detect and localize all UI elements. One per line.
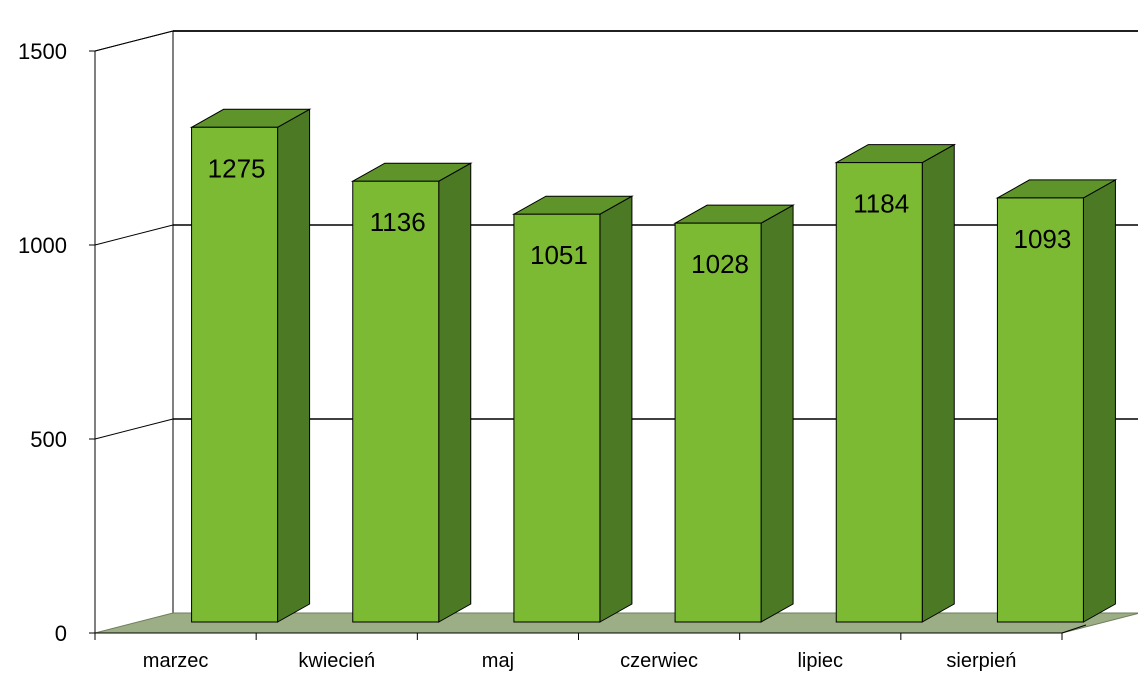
bar-front: [513, 213, 601, 623]
bar-side: [1082, 179, 1116, 623]
bar-front: [674, 222, 762, 623]
gridline-side: [94, 30, 174, 52]
x-tick-label: kwiecień: [298, 650, 375, 672]
y-tick-label: 500: [30, 427, 67, 452]
bar-maj: 1051: [512, 195, 634, 623]
bar-side: [438, 162, 472, 623]
bar-value-label: 1275: [208, 153, 266, 183]
y-tick-label: 1000: [18, 233, 67, 258]
bar-side: [760, 204, 794, 623]
bar-marzec: 1275: [189, 108, 312, 623]
x-tick-label: maj: [482, 650, 514, 672]
gridlines: [94, 30, 1138, 440]
bar-side: [921, 143, 955, 623]
bar-front: [835, 162, 923, 623]
bar-kwiecień: 1136: [350, 162, 473, 623]
bar-side: [277, 108, 311, 623]
x-tick-label: lipiec: [797, 650, 843, 672]
bar-value-label: 1184: [853, 189, 909, 219]
bar-sierpień: 1093: [995, 179, 1118, 623]
x-axis: marzec kwiecień maj czerwiec lipiec sierpień: [94, 624, 1087, 672]
bar-front: [191, 126, 279, 623]
bar-front: [996, 197, 1084, 623]
y-tick-label: 1500: [18, 39, 67, 64]
bar-czerwiec: 1028: [673, 204, 795, 623]
y-tick-label: 0: [55, 621, 67, 646]
gridline-side: [94, 418, 174, 440]
x-tick-label: marzec: [143, 650, 209, 672]
x-tick-label: czerwiec: [620, 650, 698, 672]
gridline-side: [94, 224, 174, 246]
y-axis: 0 500 1000 1500: [18, 39, 95, 646]
bar-front: [352, 180, 440, 623]
x-tick-label: sierpień: [946, 650, 1016, 672]
x-axis-end: [1061, 624, 1087, 634]
bars: 1275 1136 1051 1028 1184 1093: [189, 108, 1118, 623]
bar-value-label: 1093: [1013, 224, 1071, 254]
bar-value-label: 1051: [530, 240, 588, 270]
bar-value-label: 1136: [370, 207, 426, 237]
bar-side: [599, 195, 633, 623]
bar-lipiec: 1184: [834, 143, 957, 623]
bar-value-label: 1028: [691, 249, 749, 279]
